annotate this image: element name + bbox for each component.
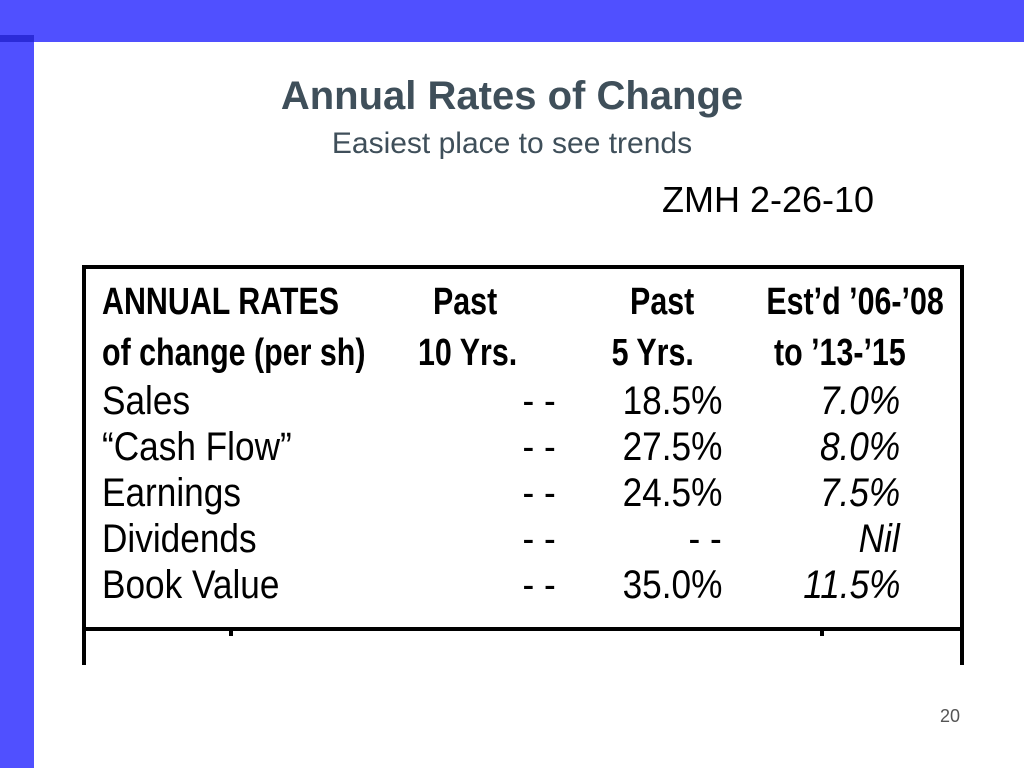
row-past5: 18.5% [622, 379, 722, 423]
row-label: Sales [102, 379, 191, 423]
header-label-sub: of change (per sh) [102, 332, 366, 374]
row-est: 8.0% [819, 425, 900, 469]
header-past10-sub: 10 Yrs. [418, 332, 518, 374]
row-past10: - - [522, 517, 556, 561]
row-label: Dividends [102, 517, 257, 561]
header-est-sub: to ’13-’15 [774, 332, 906, 374]
row-est: 11.5% [802, 563, 900, 607]
table-bottom-rule [82, 627, 964, 631]
row-past5: 24.5% [622, 471, 722, 515]
table-column-tick [229, 627, 233, 636]
header-past5-sub: 5 Yrs. [611, 332, 694, 374]
row-label: Earnings [102, 471, 241, 515]
row-past10: - - [522, 379, 556, 423]
row-past10: - - [522, 425, 556, 469]
row-est: 7.5% [819, 471, 900, 515]
page-number: 20 [939, 706, 960, 726]
header-label: ANNUAL RATES [102, 281, 340, 323]
left-accent-bar [0, 35, 34, 768]
header-est: Est’d ’06-’08 [766, 281, 944, 323]
header-past10: Past [433, 281, 498, 323]
header-past5: Past [629, 281, 694, 323]
row-est: Nil [858, 517, 900, 561]
top-accent-bar [0, 0, 1024, 42]
row-label: “Cash Flow” [102, 425, 292, 469]
accent-bar-notch [0, 35, 34, 42]
rates-table-frame [82, 265, 964, 665]
row-past5: 27.5% [622, 425, 722, 469]
row-est: 7.0% [819, 379, 900, 423]
row-past10: - - [522, 471, 556, 515]
row-past5: - - [688, 517, 722, 561]
table-column-tick [820, 627, 824, 636]
slide-subtitle: Easiest place to see trends [331, 127, 693, 160]
slide-title: Annual Rates of Change [280, 74, 744, 118]
row-past10: - - [522, 563, 556, 607]
date-stamp: ZMH 2-26-10 [662, 179, 875, 220]
row-past5: 35.0% [622, 563, 722, 607]
row-label: Book Value [102, 563, 280, 607]
